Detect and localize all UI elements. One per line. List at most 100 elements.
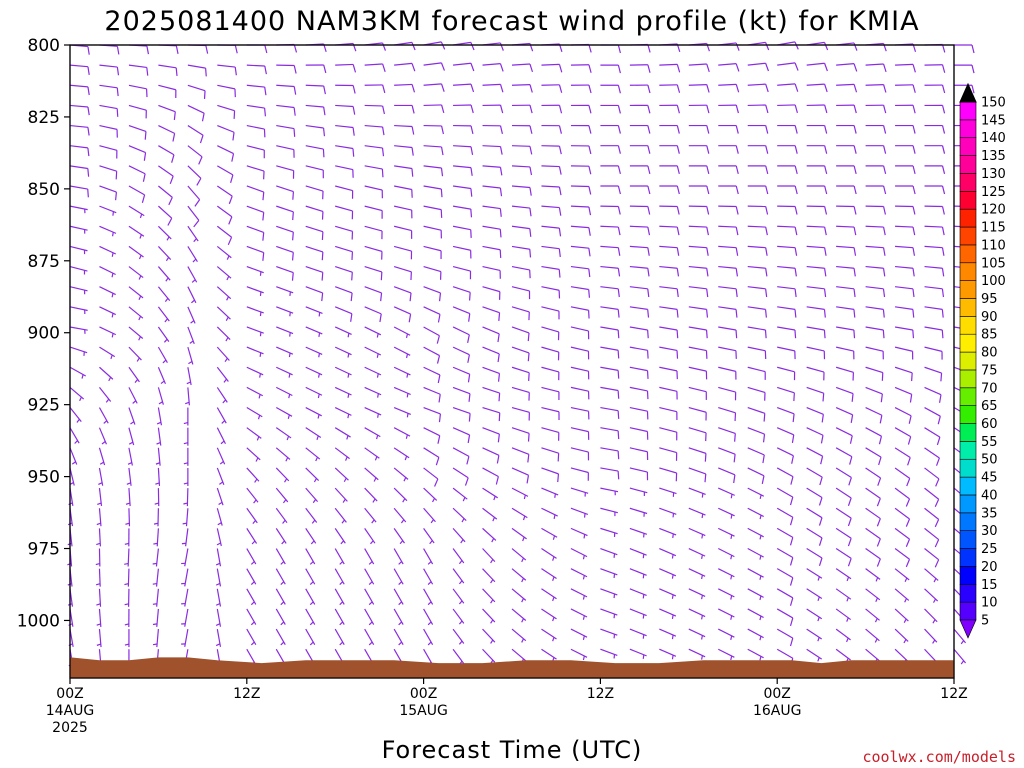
wind-barb [659,507,677,518]
wind-barb [511,507,528,521]
wind-barb [659,406,678,420]
wind-barb [806,245,827,256]
colorbar-cell [959,333,977,353]
wind-barb [776,588,794,606]
wind-barb [511,145,533,155]
wind-barb [865,225,886,236]
wind-barb [181,548,189,567]
wind-barb [541,265,561,278]
wind-barb [158,104,176,120]
wind-barb [835,568,852,582]
wind-barb [865,386,883,403]
wind-barb [629,326,649,339]
wind-barb [335,245,354,260]
wind-barb [894,628,909,644]
wind-barb [452,386,471,402]
wind-barb [246,286,264,296]
colorbar-label: 115 [981,221,1006,236]
wind-barb [924,386,942,403]
wind-barb [423,608,434,626]
wind-barb [924,306,944,318]
wind-barb [334,487,348,503]
wind-barb [924,366,943,382]
wind-barb [393,628,404,646]
wind-barb [629,406,649,420]
wind-barb [128,245,144,260]
wind-barb [246,568,257,585]
wind-barb [629,346,649,359]
wind-barb [659,245,680,256]
wind-barb [541,507,558,519]
wind-barb [246,165,265,180]
wind-barb [865,366,884,381]
wind-barb [600,447,620,460]
wind-barb [69,245,88,255]
wind-barb [158,125,176,142]
wind-barb [511,427,530,442]
wind-barb [865,447,882,466]
wind-barb [335,265,353,281]
wind-barb [865,588,881,603]
colorbar-cell [959,387,977,406]
wind-barb [246,245,265,261]
wind-barb [452,326,470,343]
wind-barb [806,205,828,215]
wind-barb [452,427,471,444]
wind-barb [747,507,764,520]
wind-barb [334,548,345,565]
wind-barb [96,508,102,527]
wind-barb [305,165,324,179]
wind-barb [865,185,887,195]
wind-barb [393,406,411,418]
wind-barb [806,306,826,318]
colorbar-label: 150 [981,96,1006,111]
wind-barb [423,225,442,239]
wind-barb [364,628,375,646]
wind-barb [894,568,910,583]
wind-barb [570,84,592,94]
wind-barb [688,366,708,380]
wind-barb [835,487,852,506]
wind-barb [659,63,681,73]
wind-barb [394,83,416,93]
wind-barb [629,547,647,559]
wind-barb [96,608,102,627]
wind-barb [688,185,710,195]
wind-barb [570,547,588,560]
wind-barb [776,467,794,485]
wind-barb [659,386,678,400]
colorbar-label: 105 [981,256,1006,271]
wind-barb [181,568,189,587]
colorbar-label: 10 [981,596,998,611]
wind-barb [128,286,144,301]
wind-barb [97,488,103,507]
wind-barb [364,165,384,178]
wind-barb [511,286,531,300]
wind-barb [924,124,946,134]
wind-barb [511,588,527,603]
wind-barb [423,185,443,198]
wind-barb [276,286,294,297]
wind-barb [364,427,381,440]
wind-barb [541,104,563,114]
wind-barb [482,104,504,114]
wind-barb [806,406,824,423]
wind-barb [777,145,798,154]
wind-barb [659,326,679,339]
wind-barb [718,185,739,195]
colorbar-label: 90 [981,310,998,325]
wind-barb [128,346,142,362]
wind-barb [275,427,292,441]
wind-barb [453,83,475,93]
wind-barb [305,265,324,281]
wind-barb [865,104,887,114]
wind-barb [865,527,881,547]
wind-barb [305,588,316,606]
wind-barb [246,104,267,117]
y-tick-label: 800 [28,36,60,56]
wind-barb [246,145,265,159]
wind-barb [600,406,620,419]
wind-barb [423,507,436,524]
wind-barb [954,44,975,54]
